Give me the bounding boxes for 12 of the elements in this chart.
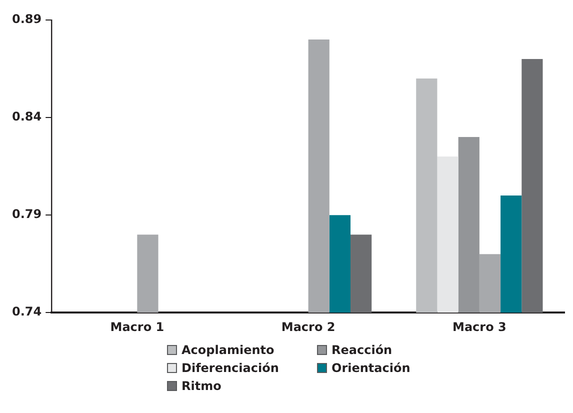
legend-label: Acoplamiento bbox=[182, 343, 274, 357]
legend-label: Diferenciación bbox=[182, 361, 279, 375]
legend-label: Ritmo bbox=[182, 379, 222, 393]
y-tick-label: 0.74 bbox=[12, 304, 42, 319]
legend-label: Orientación bbox=[332, 361, 410, 375]
legend-label: Reacción bbox=[332, 343, 392, 357]
y-tick-label: 0.79 bbox=[12, 207, 42, 222]
x-tick-label: Macro 2 bbox=[281, 320, 336, 334]
x-tick-label: Macro 1 bbox=[110, 320, 164, 334]
y-tick-label: 0.84 bbox=[12, 110, 42, 124]
x-tick-label: Macro 3 bbox=[452, 320, 506, 334]
y-tick-label: 0.89 bbox=[12, 12, 42, 26]
